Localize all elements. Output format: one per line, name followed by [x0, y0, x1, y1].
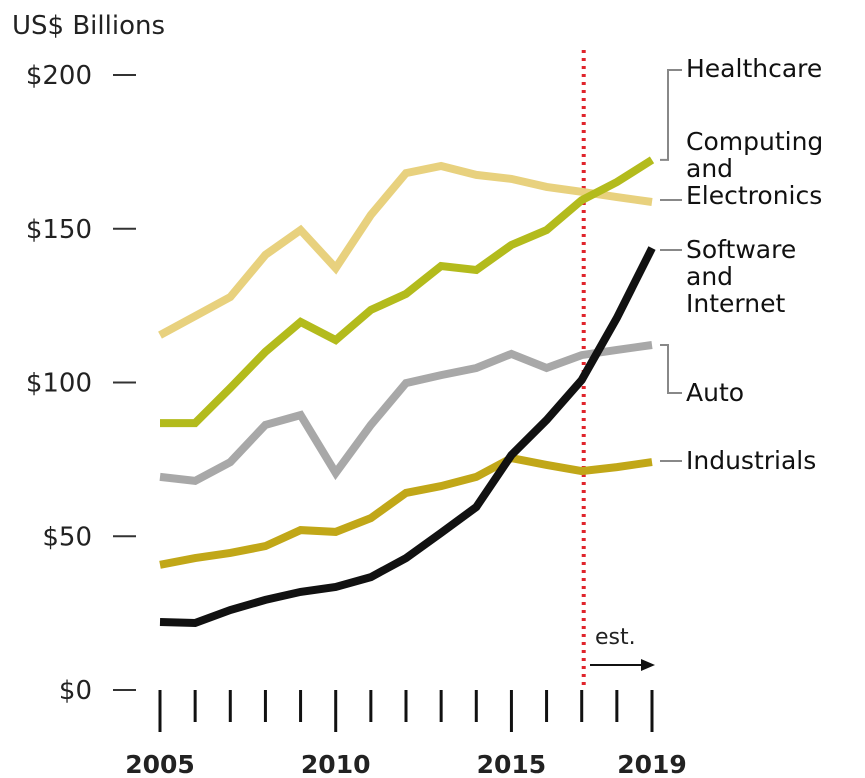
y-tick-label: $0 [59, 676, 92, 706]
series-line [159, 453, 653, 569]
x-tick-label: 2019 [617, 750, 687, 778]
x-tick-label: 2005 [125, 750, 195, 778]
series-line [160, 156, 655, 428]
estimate-arrowhead [641, 659, 655, 671]
leader-line [660, 343, 682, 394]
series-line [158, 161, 653, 339]
estimate-label: est. [595, 625, 636, 650]
series-label: Healthcare [686, 54, 823, 83]
y-tick-label: $100 [26, 369, 92, 399]
series-label: Auto [686, 378, 745, 407]
x-tick-label: 2010 [301, 750, 371, 778]
series-label: Computing and Electronics [686, 127, 824, 210]
series-label: Software and Internet [686, 235, 797, 318]
leader-line [660, 69, 682, 161]
x-tick-label: 2015 [477, 750, 547, 778]
series-label: Industrials [686, 446, 817, 475]
series-line [159, 246, 656, 628]
y-tick-label: $50 [42, 522, 92, 552]
y-tick-label: $200 [26, 61, 92, 91]
y-axis-label: US$ Billions [12, 11, 165, 41]
y-tick-label: $150 [26, 215, 92, 245]
series-line [159, 341, 653, 486]
